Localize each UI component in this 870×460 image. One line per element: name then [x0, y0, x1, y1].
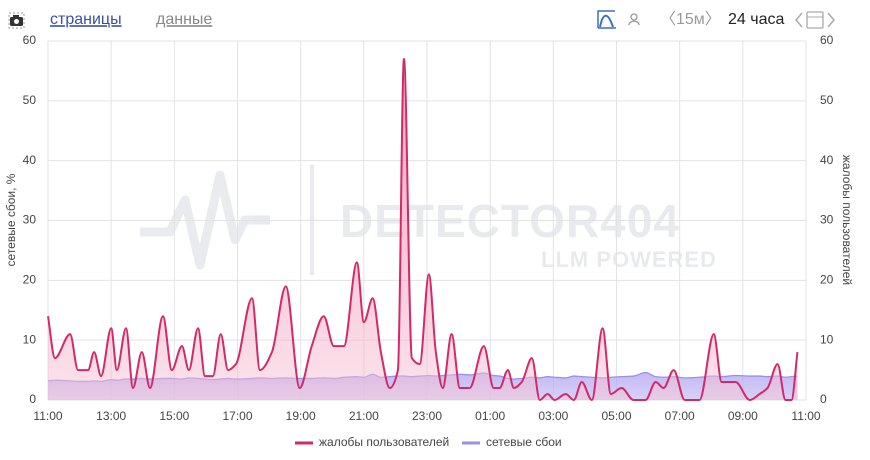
- watermark-title: DETECTOR404: [340, 195, 680, 247]
- y2-axis-label: жалобы пользователей: [840, 155, 854, 285]
- y-axis-label: сетевые сбои, %: [4, 173, 18, 266]
- legend-label: сетевые сбои: [486, 435, 562, 449]
- y-tick-label: 20: [23, 273, 37, 287]
- tab-data[interactable]: данные: [156, 11, 212, 28]
- x-tick-label: 05:00: [601, 409, 631, 423]
- y2-tick-label: 50: [820, 93, 834, 107]
- toolbar: страницы данные 〈15м〉 24 часа: [8, 10, 835, 29]
- y-tick-label: 60: [23, 33, 37, 47]
- y-tick-label: 10: [23, 332, 37, 346]
- calendar-nav[interactable]: [795, 11, 835, 29]
- x-tick-label: 11:00: [33, 409, 62, 423]
- watermark-subtitle: LLM POWERED: [541, 247, 717, 272]
- user-icon[interactable]: [628, 13, 640, 26]
- y2-tick-label: 10: [820, 332, 834, 346]
- x-tick-label: 13:00: [96, 409, 126, 423]
- y-tick-label: 0: [29, 392, 36, 406]
- y-tick-label: 30: [23, 213, 37, 227]
- x-tick-label: 07:00: [665, 409, 695, 423]
- x-tick-label: 03:00: [538, 409, 568, 423]
- y2-tick-label: 0: [820, 392, 827, 406]
- x-tick-label: 11:00: [791, 409, 820, 423]
- x-tick-label: 21:00: [349, 409, 379, 423]
- y2-tick-label: 30: [820, 213, 834, 227]
- x-tick-label: 09:00: [728, 409, 758, 423]
- x-tick-label: 01:00: [475, 409, 505, 423]
- y-tick-label: 50: [23, 93, 37, 107]
- x-tick-label: 19:00: [286, 409, 316, 423]
- tab-pages[interactable]: страницы: [50, 11, 122, 28]
- legend-label: жалобы пользователей: [319, 435, 449, 449]
- area: [48, 58, 798, 400]
- camera-icon[interactable]: [8, 12, 25, 29]
- chart-mode-icon[interactable]: [597, 10, 616, 29]
- y2-tick-label: 60: [820, 33, 834, 47]
- watermark: DETECTOR404 LLM POWERED: [140, 165, 717, 275]
- x-tick-label: 17:00: [222, 409, 252, 423]
- x-tick-label: 23:00: [412, 409, 442, 423]
- y2-tick-label: 20: [820, 273, 834, 287]
- interval[interactable]: 〈15м〉: [660, 11, 721, 28]
- x-tick-label: 15:00: [159, 409, 189, 423]
- range[interactable]: 24 часа: [728, 11, 784, 28]
- y2-tick-label: 40: [820, 153, 834, 167]
- y-tick-label: 40: [23, 153, 37, 167]
- line: [47, 57, 799, 402]
